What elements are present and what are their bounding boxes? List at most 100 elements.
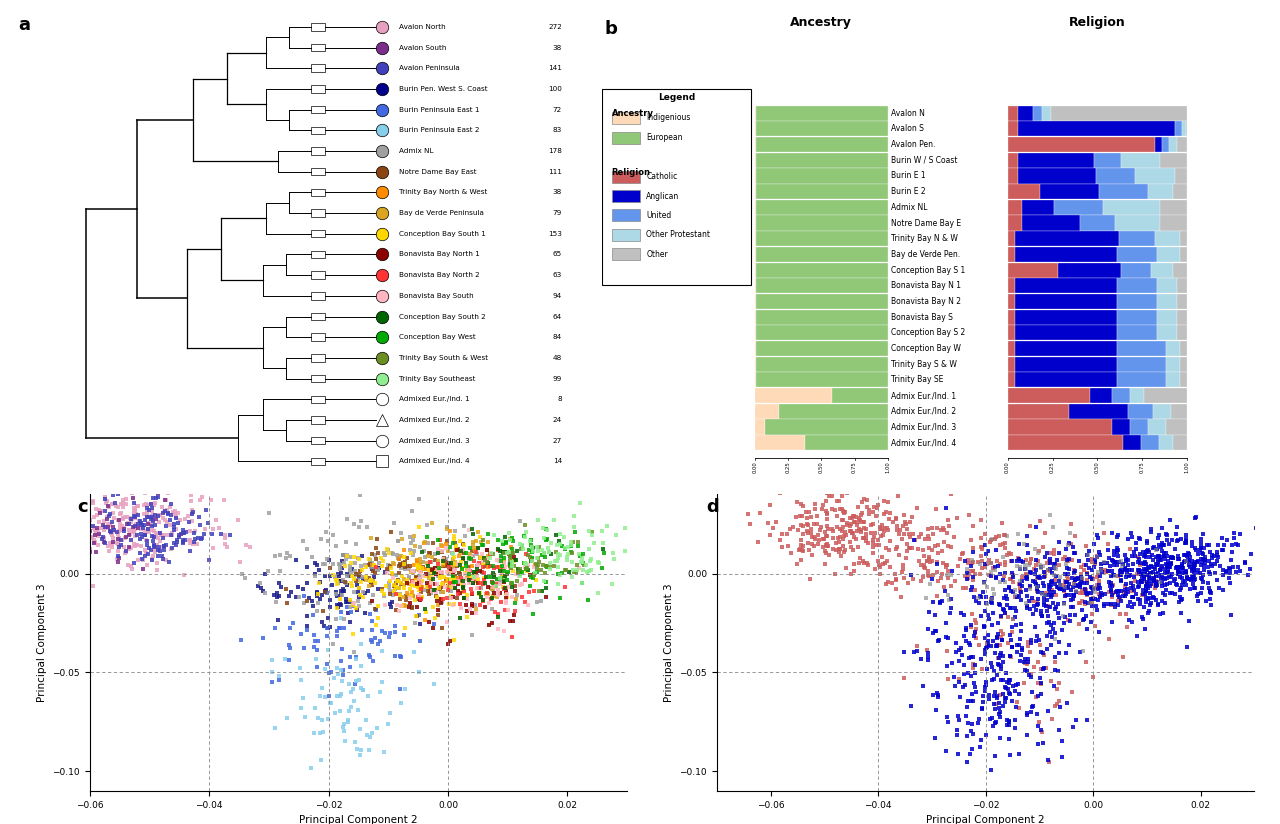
Point bbox=[965, 667, 986, 680]
Point bbox=[59, 534, 79, 547]
Point bbox=[326, 589, 347, 602]
Point bbox=[988, 597, 1009, 611]
Point bbox=[868, 499, 888, 512]
Point bbox=[918, 552, 938, 565]
Point bbox=[914, 559, 934, 572]
Point bbox=[925, 502, 946, 515]
Point bbox=[893, 672, 914, 685]
Point bbox=[410, 541, 430, 554]
Point bbox=[1132, 567, 1152, 580]
Point bbox=[498, 603, 518, 616]
Point bbox=[1057, 568, 1078, 581]
Point bbox=[983, 582, 1004, 595]
Point bbox=[485, 578, 506, 591]
Point bbox=[474, 578, 494, 591]
Point bbox=[1007, 646, 1028, 659]
Point bbox=[579, 542, 599, 555]
Point bbox=[974, 684, 995, 697]
Point bbox=[1171, 578, 1192, 591]
Point bbox=[499, 545, 520, 559]
Point bbox=[410, 570, 430, 583]
Point bbox=[861, 527, 882, 540]
Point bbox=[157, 528, 178, 541]
Point bbox=[852, 478, 873, 491]
Point bbox=[346, 602, 366, 615]
Point bbox=[390, 577, 411, 590]
Point bbox=[355, 559, 375, 572]
Point bbox=[1139, 567, 1160, 580]
Point bbox=[401, 578, 421, 592]
Point bbox=[174, 527, 195, 540]
Point bbox=[956, 700, 977, 713]
Point bbox=[388, 551, 408, 564]
Point bbox=[1044, 561, 1065, 574]
Point bbox=[823, 531, 844, 545]
Point bbox=[1185, 510, 1206, 523]
Point bbox=[1138, 604, 1158, 617]
Point bbox=[532, 543, 553, 556]
Point bbox=[765, 516, 786, 529]
Point bbox=[988, 708, 1009, 721]
Point bbox=[531, 585, 552, 598]
Point bbox=[156, 503, 177, 517]
Point bbox=[1033, 662, 1053, 676]
Point bbox=[320, 620, 340, 634]
Point bbox=[1111, 584, 1132, 597]
Point bbox=[502, 547, 522, 560]
Point bbox=[114, 522, 134, 535]
Point bbox=[804, 517, 824, 531]
Point bbox=[389, 592, 410, 606]
Point bbox=[351, 638, 371, 651]
Point bbox=[361, 531, 381, 545]
Point bbox=[453, 547, 474, 560]
Point bbox=[957, 554, 978, 567]
Point bbox=[396, 560, 416, 574]
Text: Bonavista Bay South: Bonavista Bay South bbox=[398, 293, 474, 299]
Point bbox=[963, 573, 983, 586]
Text: Avalon North: Avalon North bbox=[398, 24, 445, 30]
Point bbox=[1093, 527, 1114, 540]
Point bbox=[896, 517, 916, 531]
Point bbox=[431, 544, 452, 557]
Point bbox=[124, 505, 145, 518]
Point bbox=[989, 702, 1010, 715]
Point bbox=[1074, 586, 1094, 599]
Point bbox=[410, 577, 430, 590]
Point bbox=[99, 521, 119, 534]
Point bbox=[502, 630, 522, 644]
Point bbox=[415, 602, 435, 616]
Point bbox=[93, 524, 114, 537]
Point bbox=[915, 533, 936, 546]
Point bbox=[169, 528, 189, 541]
Point bbox=[1082, 582, 1102, 595]
Point bbox=[1115, 589, 1135, 602]
Point bbox=[83, 494, 104, 508]
Point bbox=[963, 555, 983, 569]
Point bbox=[1157, 565, 1178, 578]
Point bbox=[1087, 578, 1107, 592]
Point bbox=[302, 608, 323, 621]
Point bbox=[1030, 561, 1051, 574]
Point bbox=[324, 672, 344, 685]
Bar bbox=[311, 64, 325, 72]
Point bbox=[1082, 573, 1102, 586]
Point bbox=[134, 518, 155, 531]
Point bbox=[87, 508, 108, 522]
Point bbox=[1155, 597, 1175, 610]
Bar bbox=[756, 357, 888, 372]
Point bbox=[815, 504, 836, 517]
Point bbox=[109, 551, 129, 564]
Point bbox=[108, 549, 128, 562]
Point bbox=[127, 554, 147, 567]
Point bbox=[202, 527, 223, 541]
Point bbox=[1114, 557, 1134, 570]
Point bbox=[918, 564, 938, 578]
Point bbox=[928, 688, 948, 701]
Point bbox=[933, 536, 954, 549]
Point bbox=[1082, 571, 1102, 584]
Point bbox=[854, 522, 874, 535]
Point bbox=[472, 547, 493, 560]
Text: 0.75: 0.75 bbox=[1140, 461, 1144, 473]
Point bbox=[348, 585, 369, 598]
Bar bbox=[1007, 263, 1059, 278]
